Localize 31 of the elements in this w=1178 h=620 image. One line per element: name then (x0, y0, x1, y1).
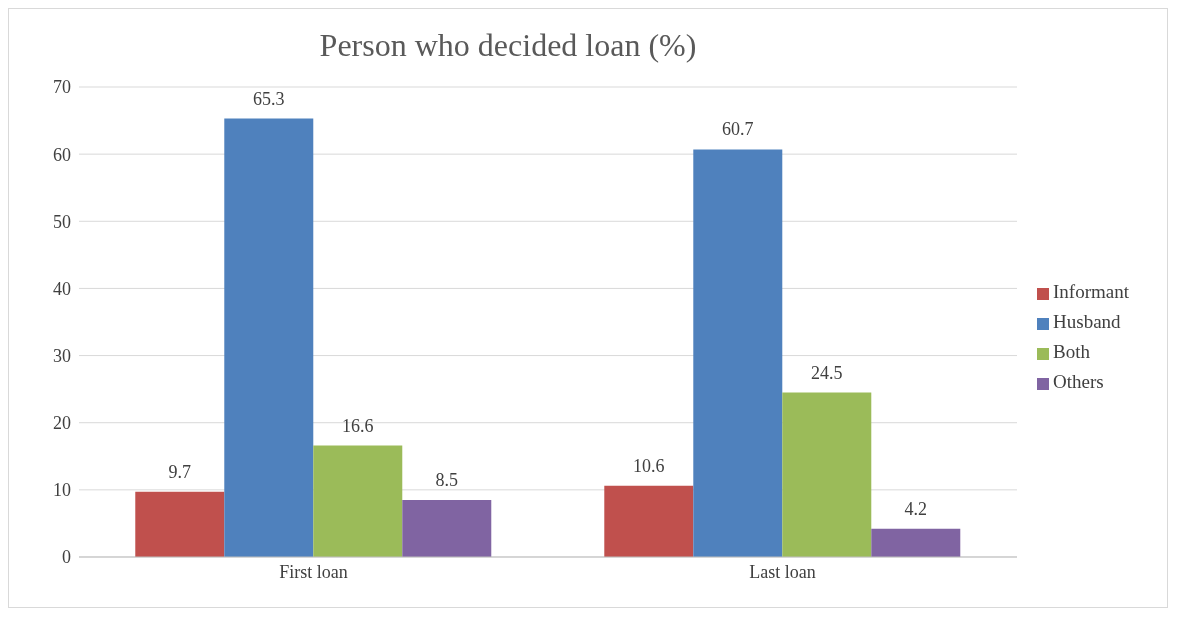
bar (693, 149, 783, 557)
x-tick-label: First loan (279, 561, 348, 582)
legend-label: Husband (1053, 311, 1121, 332)
data-label: 65.3 (253, 88, 285, 109)
legend-label: Informant (1053, 281, 1129, 302)
chart-title: Person who decided loan (%) (318, 26, 698, 65)
bar (224, 118, 314, 557)
data-label: 24.5 (811, 362, 843, 383)
x-tick-label: Last loan (749, 561, 816, 582)
bar (313, 445, 403, 557)
data-label: 9.7 (168, 461, 192, 482)
data-label: 16.6 (342, 415, 374, 436)
legend-label: Both (1053, 341, 1090, 362)
y-tick-label: 70 (53, 77, 71, 98)
bar (135, 491, 225, 557)
data-label: 10.6 (633, 455, 665, 476)
y-tick-label: 60 (53, 144, 71, 165)
data-label: 4.2 (904, 498, 928, 519)
y-tick-label: 50 (53, 211, 71, 232)
bar (871, 528, 961, 557)
y-tick-label: 40 (53, 278, 71, 299)
y-tick-label: 0 (62, 547, 71, 568)
y-tick-label: 30 (53, 345, 71, 366)
bar (782, 392, 872, 557)
legend-label: Others (1053, 371, 1104, 392)
bar (604, 485, 694, 557)
data-label: 60.7 (722, 119, 754, 140)
y-tick-label: 10 (53, 480, 71, 501)
data-label: 8.5 (435, 469, 459, 490)
y-tick-label: 20 (53, 413, 71, 434)
bar (402, 499, 492, 557)
